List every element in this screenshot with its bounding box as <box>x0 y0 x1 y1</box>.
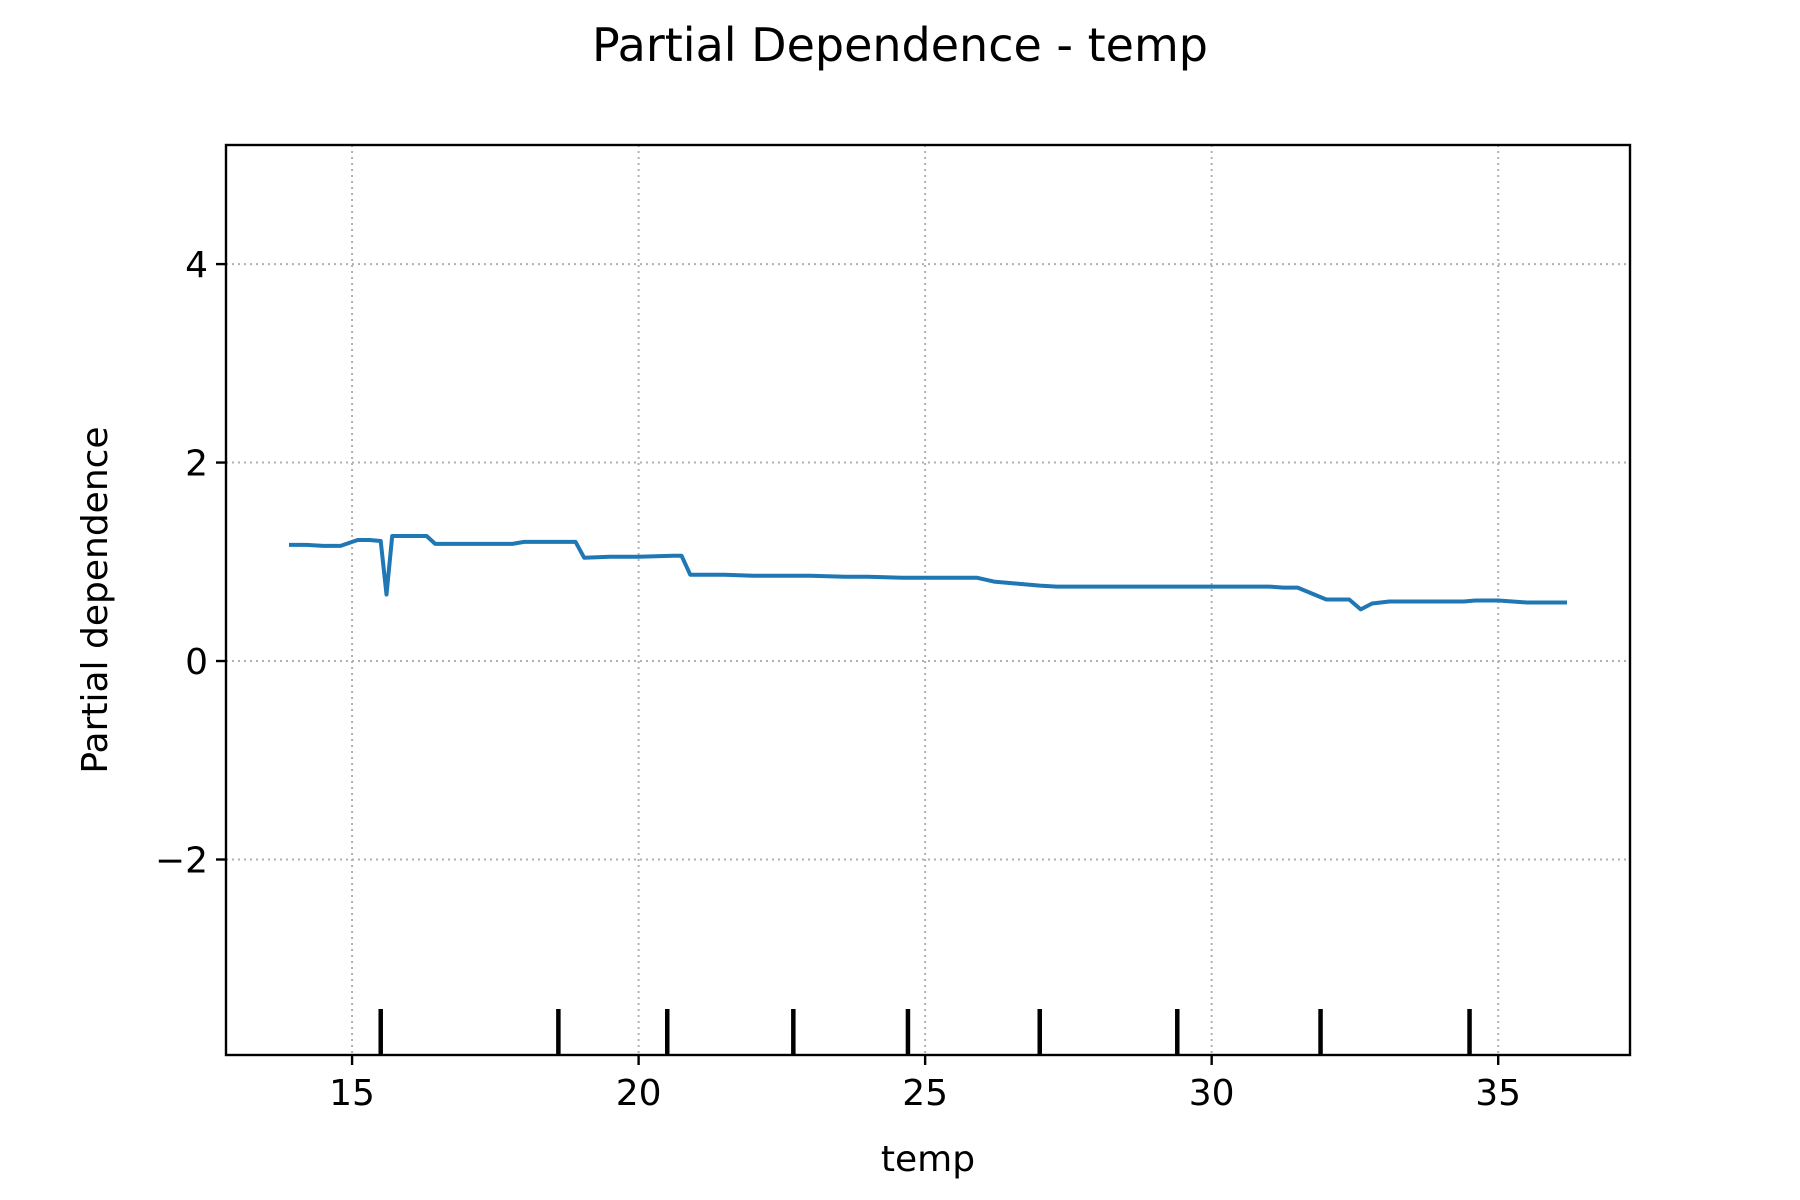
y-tick-label: 0 <box>185 642 208 683</box>
rug-marks <box>378 1009 1472 1055</box>
x-tick-label: 20 <box>616 1073 662 1114</box>
x-tick-label: 35 <box>1475 1073 1521 1114</box>
chart-title: Partial Dependence - temp <box>592 18 1208 72</box>
y-tick-label: −2 <box>155 841 208 882</box>
y-tick-label: 4 <box>185 245 208 286</box>
series-lines <box>289 534 1567 612</box>
x-tick-label: 30 <box>1189 1073 1235 1114</box>
x-axis-label: temp <box>881 1139 975 1180</box>
plot-frame <box>224 143 1632 1057</box>
grid-lines <box>226 145 1630 1055</box>
x-tick-label: 15 <box>329 1073 375 1114</box>
y-tick-label: 2 <box>185 444 208 485</box>
y-axis-label: Partial dependence <box>75 426 116 773</box>
series-line <box>289 534 1567 612</box>
axis-ticks: 15 20 25 30 35 −2 0 2 4 <box>155 245 1521 1114</box>
x-tick-label: 25 <box>902 1073 948 1114</box>
